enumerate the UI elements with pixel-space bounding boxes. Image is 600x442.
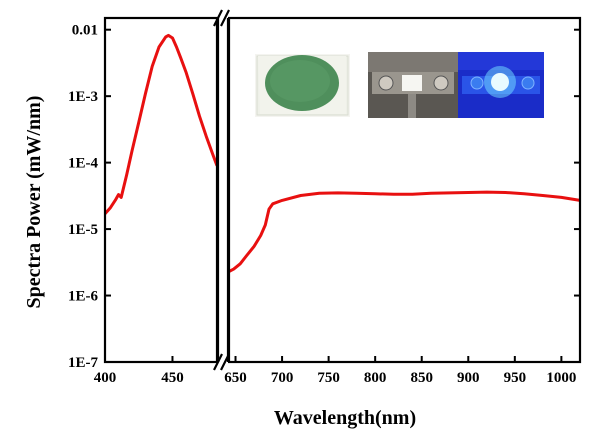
y-tick-label: 1E-4: [68, 156, 99, 172]
spectrum-line-blue-region: [103, 33, 219, 215]
y-tick-label: 1E-5: [68, 222, 98, 238]
x-tick-label: 900: [457, 370, 480, 386]
x-tick-label: 650: [224, 370, 247, 386]
x-tick-label: 450: [161, 370, 184, 386]
y-tick-label: 1E-3: [68, 89, 98, 105]
y-tick-label: 0.01: [72, 23, 98, 39]
x-tick-label: 1000: [546, 370, 576, 386]
tick-labels: 1E-7 1E-6 1E-5 1E-4 1E-3 0.01 400 450 650 700 750 8…: [68, 23, 576, 386]
y-tick-label: 1E-7: [68, 355, 99, 371]
y-tick-label: 1E-6: [68, 289, 99, 305]
axis-ticks: [104, 28, 580, 363]
y-axis-title: Spectra Power (mW/nm): [23, 96, 45, 309]
x-tick-label: 850: [410, 370, 433, 386]
led-off-on-photo: [368, 52, 544, 118]
x-tick-label: 400: [94, 370, 117, 386]
spectrum-line-nir-region: [228, 190, 581, 273]
x-tick-label: 750: [317, 370, 340, 386]
plot-frame: [103, 8, 582, 371]
x-tick-label: 800: [364, 370, 387, 386]
axis-break-top-1: [220, 9, 230, 27]
x-axis-title: Wavelength(nm): [274, 407, 416, 429]
x-tick-label: 950: [504, 370, 527, 386]
led-package-photo: [255, 54, 350, 117]
x-tick-label: 700: [271, 370, 294, 386]
